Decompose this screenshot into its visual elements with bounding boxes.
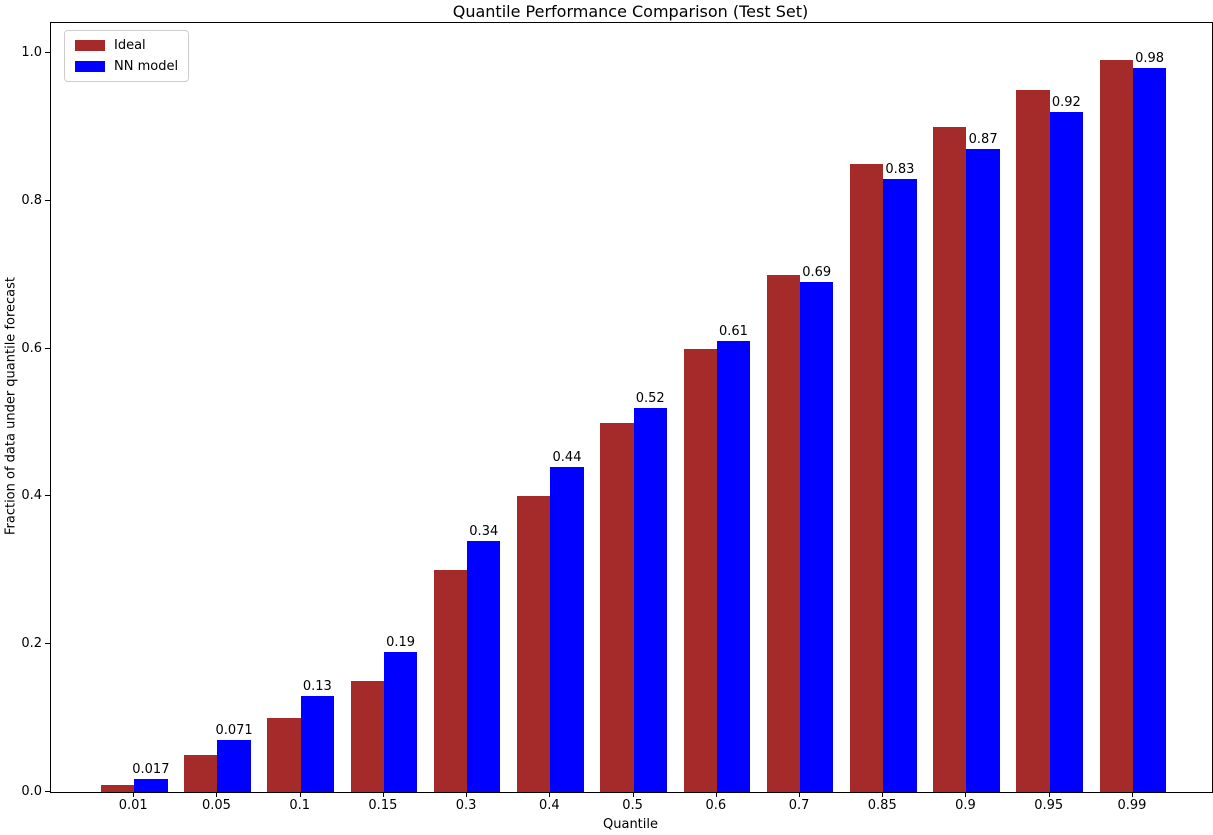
plot-area: Ideal NN model 0.017 0.071 0.13 0.19 0.34 0.4…: [50, 22, 1213, 793]
x-tick-label: 0.6: [705, 798, 727, 813]
y-tick-mark: [45, 199, 50, 201]
bar-value-label: 0.98: [1135, 50, 1165, 66]
x-tick-mark: [299, 793, 301, 797]
nn-model-bar: [383, 651, 418, 792]
ideal-bar: [350, 681, 384, 792]
legend: Ideal NN model: [64, 30, 190, 82]
x-tick-mark: [1131, 793, 1133, 797]
ideal-bar: [849, 163, 884, 792]
x-axis-label: Quantile: [603, 817, 658, 832]
legend-entry-ideal: Ideal: [75, 38, 178, 53]
nn-model-color-swatch: [75, 61, 105, 72]
legend-entry-nn-model: NN model: [75, 59, 178, 74]
x-tick-mark: [882, 793, 884, 797]
x-tick-label: 0.15: [368, 798, 398, 813]
y-tick-label: 0.2: [21, 636, 42, 652]
bar-value-label: 0.34: [469, 523, 499, 539]
ideal-bar: [766, 274, 801, 792]
x-tick-label: 0.1: [289, 798, 311, 813]
x-tick-label: 0.4: [539, 798, 560, 813]
bar-value-label: 0.52: [635, 390, 665, 406]
x-tick-mark: [715, 793, 717, 797]
x-tick-mark: [549, 793, 551, 797]
ideal-bar: [1016, 89, 1050, 792]
x-tick-label: 0.01: [118, 798, 148, 813]
ideal-bar: [184, 755, 218, 792]
bar-value-label: 0.44: [552, 449, 582, 465]
x-tick-mark: [799, 793, 801, 797]
nn-model-bar: [800, 282, 834, 792]
x-tick-mark: [466, 793, 468, 797]
bar-value-label: 0.13: [302, 678, 332, 694]
x-tick-mark: [1048, 793, 1050, 797]
x-tick-mark: [216, 793, 218, 797]
y-tick-label: 0.0: [21, 784, 42, 799]
x-tick-label: 0.3: [455, 798, 477, 813]
nn-model-bar: [966, 149, 1000, 792]
bar-value-label: 0.69: [802, 265, 832, 281]
ideal-bar: [683, 348, 717, 792]
x-tick-label: 0.7: [788, 798, 810, 813]
y-tick-mark: [45, 643, 50, 645]
ideal-bar: [517, 496, 551, 792]
nn-model-bar: [550, 466, 584, 792]
x-tick-label: 0.9: [955, 798, 976, 813]
x-tick-mark: [632, 793, 634, 797]
ideal-bar: [933, 126, 967, 792]
nn-model-bar: [1049, 112, 1083, 792]
nn-model-bar: [467, 540, 501, 792]
y-tick-mark: [45, 52, 50, 53]
ideal-color-swatch: [75, 40, 105, 51]
ideal-bar: [100, 784, 135, 792]
x-tick-mark: [965, 793, 967, 797]
nn-model-bar: [633, 407, 667, 792]
nn-model-bar: [217, 739, 251, 792]
ideal-bar: [1099, 60, 1133, 792]
x-tick-label: 0.99: [1117, 798, 1147, 813]
nn-model-bar: [883, 178, 917, 792]
bar-value-label: 0.61: [718, 324, 748, 340]
ideal-bar: [267, 718, 301, 792]
ideal-bar: [433, 570, 468, 792]
y-tick-label: 0.8: [21, 192, 42, 208]
x-tick-mark: [133, 793, 135, 797]
bar-value-label: 0.83: [885, 161, 915, 177]
y-tick-mark: [45, 347, 50, 349]
y-tick-label: 0.6: [21, 340, 42, 356]
bar-value-label: 0.017: [132, 762, 170, 778]
y-tick-mark: [45, 791, 50, 792]
y-tick-label: 1.0: [21, 45, 42, 60]
legend-label-nn-model: NN model: [114, 59, 179, 74]
legend-label-ideal: Ideal: [114, 38, 146, 53]
x-tick-label: 0.95: [1034, 798, 1064, 813]
bar-value-label: 0.92: [1051, 95, 1081, 111]
chart-title: Quantile Performance Comparison (Test Se…: [452, 2, 809, 21]
x-tick-label: 0.5: [622, 798, 643, 813]
nn-model-bar: [134, 779, 168, 792]
y-tick-label: 0.4: [21, 488, 42, 504]
y-tick-mark: [45, 495, 50, 497]
bar-value-label: 0.071: [215, 722, 253, 738]
bar-value-label: 0.19: [386, 634, 416, 650]
x-tick-mark: [382, 793, 384, 797]
nn-model-bar: [716, 341, 751, 792]
x-tick-label: 0.85: [867, 798, 897, 813]
nn-model-bar: [300, 695, 334, 792]
bar-value-label: 0.87: [968, 132, 998, 148]
ideal-bar: [600, 422, 634, 792]
x-tick-label: 0.05: [201, 798, 231, 813]
nn-model-bar: [1132, 67, 1167, 792]
